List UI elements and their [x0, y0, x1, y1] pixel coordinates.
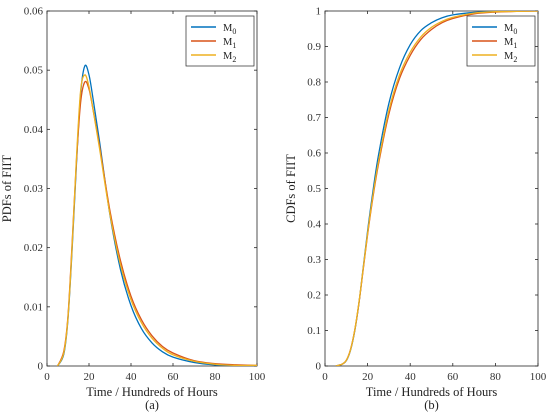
- y-tick-label: 0.05: [24, 65, 44, 77]
- y-tick-label: 0.9: [307, 41, 321, 53]
- y-tick-label: 0.04: [24, 124, 44, 136]
- x-tick-label: 20: [84, 371, 96, 383]
- y-tick-label: 0.03: [24, 183, 44, 195]
- plot-area-frame: [324, 10, 539, 367]
- x-tick-label: 80: [210, 371, 222, 383]
- x-tick-label: 100: [530, 371, 547, 383]
- y-tick-label: 0: [38, 361, 44, 373]
- y-tick-label: 0.02: [24, 242, 43, 254]
- x-tick-label: 60: [168, 371, 180, 383]
- y-tick-label: 0: [316, 361, 322, 373]
- y-tick-label: 0.5: [307, 183, 321, 195]
- legend-label-m2: M2: [504, 51, 517, 64]
- panel-b-cdf-chart: 0 20 40 60 80 100 0 0.1 0.2 0.3 0.4 0.5 0.6 0.7 0.8 0.9…: [284, 6, 547, 413]
- legend-label-m1: M1: [504, 37, 517, 50]
- x-tick-label: 0: [322, 371, 328, 383]
- x-tick-label: 40: [126, 371, 138, 383]
- y-axis-label: PDFs of FIIT: [0, 154, 14, 222]
- x-tick-label: 100: [249, 371, 266, 383]
- x-tick-label: 80: [490, 371, 502, 383]
- x-tick-label: 60: [447, 371, 459, 383]
- panel-caption: (a): [145, 398, 159, 412]
- series-line-m2: [335, 11, 538, 366]
- plot-area-frame: [46, 10, 258, 367]
- x-tick-label: 0: [44, 371, 50, 383]
- y-tick-label: 0.3: [307, 254, 321, 266]
- y-tick-label: 0.06: [24, 6, 44, 18]
- legend-label-m2: M2: [223, 51, 236, 64]
- y-tick-label: 0.2: [307, 290, 321, 302]
- x-tick-label: 20: [362, 371, 374, 383]
- panel-a-pdf-chart: 0 20 40 60 80 100 0 0.01 0.02 0.03 0.04 0.05 0.06 Tim…: [0, 6, 266, 413]
- legend-label-m1: M1: [223, 37, 236, 50]
- y-tick-label: 0.6: [307, 148, 321, 160]
- y-tick-label: 0.1: [307, 325, 321, 337]
- legend-label-m0: M0: [223, 23, 236, 36]
- panel-caption: (b): [424, 398, 439, 412]
- y-axis-label: CDFs of FIIT: [284, 154, 298, 223]
- x-tick-label: 40: [405, 371, 417, 383]
- y-tick-label: 0.4: [307, 219, 321, 231]
- y-tick-label: 0.7: [307, 112, 321, 124]
- y-tick-label: 0.8: [307, 77, 321, 89]
- x-axis-label: Time / Hundreds of Hours: [366, 385, 498, 399]
- y-tick-label: 0.01: [24, 301, 43, 313]
- legend-label-m0: M0: [504, 23, 517, 36]
- x-axis-label: Time / Hundreds of Hours: [86, 385, 218, 399]
- series-line-m2: [56, 74, 257, 366]
- y-tick-label: 1: [316, 6, 322, 18]
